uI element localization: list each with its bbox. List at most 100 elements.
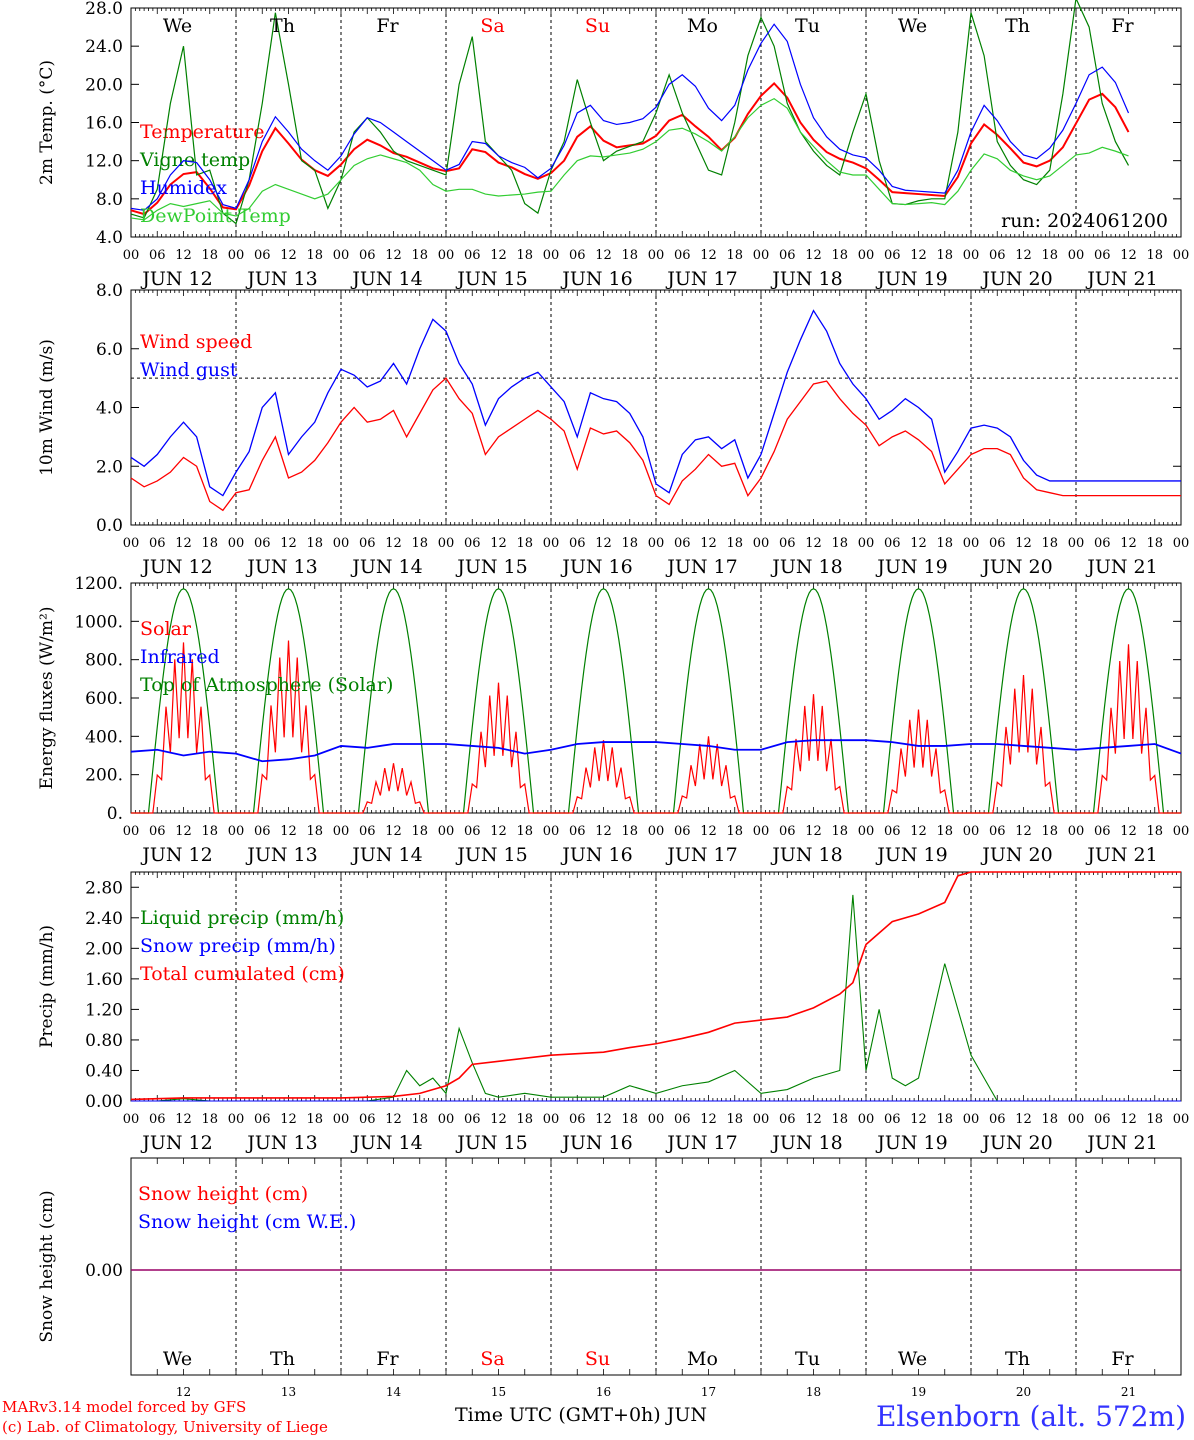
legend-entry: Wind speed [140,331,252,353]
x-tick-label: 06 [359,536,376,551]
y-tick-label: 16.0 [85,114,123,134]
x-tick-label: 18 [201,536,218,551]
x-tick-label: 00 [543,248,560,263]
x-tick-label: 00 [438,536,455,551]
weekday-label: Th [1005,15,1030,37]
x-tick-label: 00 [543,1112,560,1127]
date-label: JUN 15 [455,556,527,578]
x-tick-label: 00 [228,248,245,263]
date-label: JUN 17 [665,268,737,290]
y-tick-label: 20.0 [85,75,123,95]
date-label: JUN 14 [350,1132,422,1154]
day-number-label: 14 [386,1385,402,1399]
x-tick-label: 06 [779,1112,796,1127]
x-tick-label: 00 [123,248,140,263]
x-tick-label: 12 [175,248,192,263]
x-tick-label: 12 [805,1112,822,1127]
panel-snow: Snow height (cm) 0.00 Snow height (cm) Snow… [37,1157,1182,1399]
x-tick-label: 00 [648,824,665,839]
x-tick-label: 00 [858,1112,875,1127]
x-tick-label: 12 [595,536,612,551]
x-tick-label: 00 [753,824,770,839]
x-tick-label: 06 [674,824,691,839]
x-tick-label: 12 [1120,1112,1137,1127]
date-label: JUN 13 [245,1132,317,1154]
date-label: JUN 18 [770,268,842,290]
x-tick-label: 18 [726,536,743,551]
x-tick-label: 18 [831,1112,848,1127]
y-tick-label: 28.0 [85,0,123,19]
y-tick-label: 2.40 [85,909,123,929]
x-tick-label: 00 [753,536,770,551]
date-label: JUN 20 [980,268,1052,290]
x-tick-label: 06 [149,1112,166,1127]
date-label: JUN 13 [245,268,317,290]
x-tick-label: 18 [726,1112,743,1127]
x-tick-label: 18 [831,824,848,839]
x-tick-label: 06 [674,248,691,263]
x-tick-label: 12 [490,1112,507,1127]
weekday-label: Tu [795,15,820,37]
y-tick-label: 400. [85,727,123,747]
x-tick-label: 00 [858,824,875,839]
x-tick-label: 06 [254,536,271,551]
y-tick-label: 0.80 [85,1031,123,1051]
x-tick-label: 12 [1120,536,1137,551]
x-tick-label: 06 [989,536,1006,551]
x-tick-label: 00 [228,536,245,551]
run-annotation: run: 2024061200 [1001,210,1168,232]
x-tick-label: 12 [700,248,717,263]
weekday-label: Sa [480,1348,504,1370]
x-tick-label: 12 [175,824,192,839]
x-tick-label: 18 [831,248,848,263]
day-number-label: 13 [281,1385,296,1399]
x-tick-label: 00 [438,1112,455,1127]
x-tick-label: 06 [884,824,901,839]
x-tick-label: 00 [753,1112,770,1127]
x-tick-label: 12 [175,1112,192,1127]
y-tick-label: 1.20 [85,1000,123,1020]
x-tick-label: 12 [385,1112,402,1127]
x-tick-label: 00 [1173,824,1190,839]
x-tick-label: 00 [543,824,560,839]
date-label: JUN 12 [140,1132,212,1154]
x-tick-label: 18 [411,248,428,263]
y-tick-label: 1000. [74,612,123,632]
x-tick-label: 12 [1120,824,1137,839]
x-tick-label: 12 [385,824,402,839]
y-tick-label: 200. [85,766,123,786]
x-tick-label: 06 [1094,1112,1111,1127]
y-tick-label: 800. [85,651,123,671]
date-label: JUN 12 [140,268,212,290]
x-tick-label: 12 [490,824,507,839]
y-tick-label: 2.00 [85,939,123,959]
x-tick-label: 18 [201,824,218,839]
legend-entry: Wind gust [140,359,238,381]
date-label: JUN 19 [875,268,947,290]
x-tick-label: 18 [306,536,323,551]
x-tick-label: 06 [884,248,901,263]
x-tick-label: 18 [201,248,218,263]
y-tick-label: 2.0 [96,457,123,477]
y-tick-label: 1.60 [85,970,123,990]
x-tick-label: 06 [569,536,586,551]
legend-entry: Snow height (cm W.E.) [138,1211,356,1233]
date-label: JUN 15 [455,844,527,866]
weekday-label: Th [270,15,295,37]
weekday-label: Su [585,1348,610,1370]
x-tick-label: 06 [1094,248,1111,263]
legend-entry: Total cumulated (cm) [140,963,345,985]
x-tick-label: 06 [149,536,166,551]
x-tick-label: 00 [1173,536,1190,551]
x-tick-label: 18 [936,536,953,551]
day-number-label: 21 [1121,1385,1136,1399]
x-tick-label: 12 [805,824,822,839]
station-name: Elsenborn (alt. 572m) [875,1400,1186,1433]
x-tick-label: 12 [1015,1112,1032,1127]
x-tick-label: 18 [516,536,533,551]
x-tick-label: 12 [175,536,192,551]
series-line-2 [130,23,1130,211]
weekday-label: We [898,15,927,37]
date-label: JUN 20 [980,1132,1052,1154]
date-label: JUN 18 [770,1132,842,1154]
